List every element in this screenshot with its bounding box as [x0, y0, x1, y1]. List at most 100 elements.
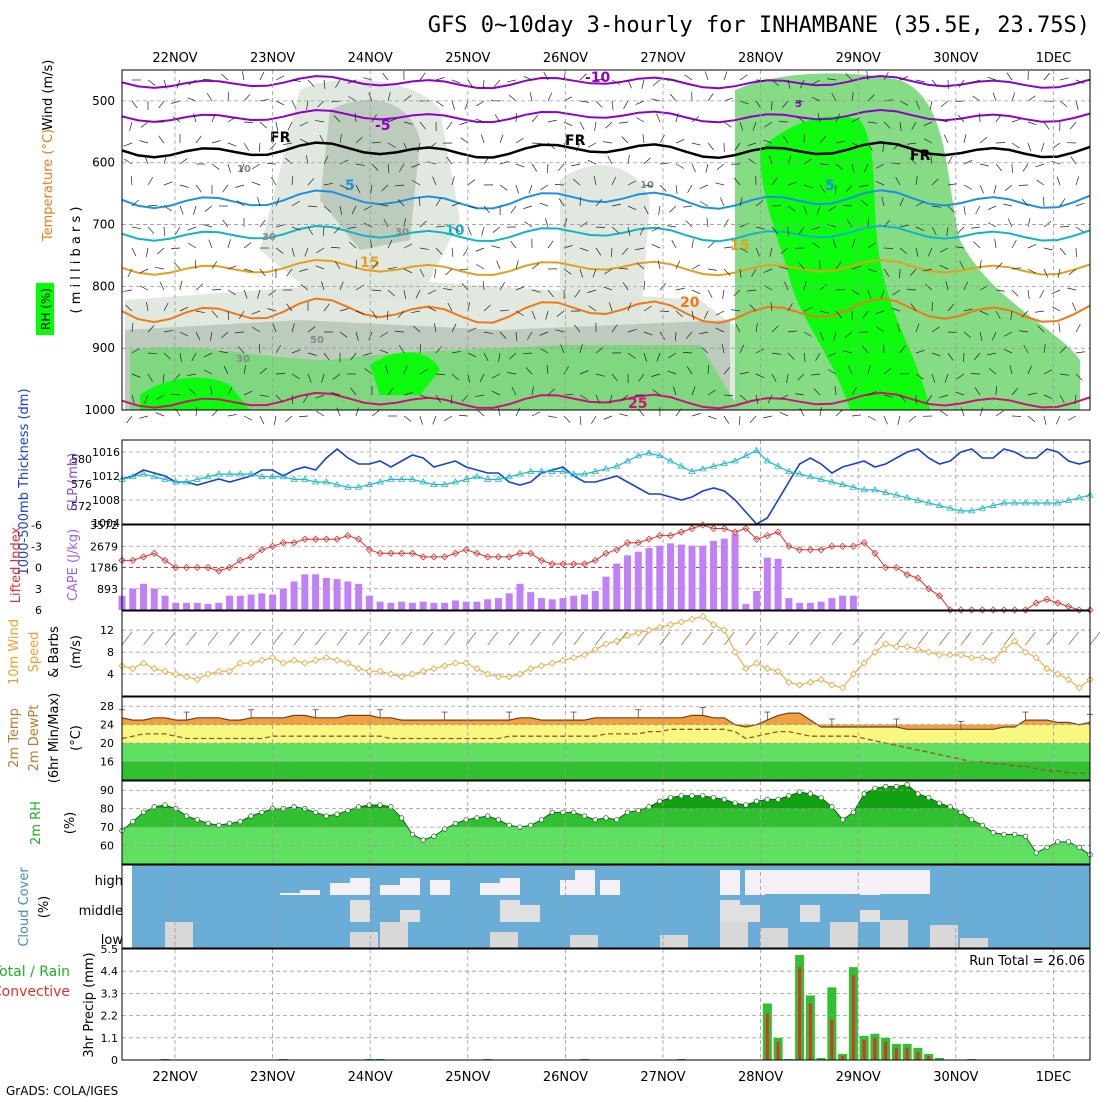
wind-barb — [1059, 346, 1067, 354]
wind-barb — [611, 79, 620, 85]
rh-bright — [370, 352, 440, 395]
cape-bar — [720, 538, 728, 610]
wind-barb — [412, 180, 421, 186]
wind-barb — [515, 137, 524, 144]
wind-barb — [659, 331, 666, 340]
thickness-marker — [989, 501, 997, 509]
wind-barb — [691, 239, 694, 249]
wind-barb — [723, 415, 730, 424]
wind-barb — [1075, 351, 1085, 354]
wind-barb — [335, 79, 341, 88]
wind-speed-marker — [290, 656, 298, 664]
wind-barb — [594, 121, 597, 131]
cape-bar — [806, 602, 814, 610]
wind-barb — [531, 142, 542, 144]
cloud-mid — [860, 910, 880, 922]
wind-barb — [675, 331, 677, 342]
thickness-marker — [1075, 493, 1083, 501]
ylabel-pressure: ( m i l l i b a r s ) — [69, 207, 84, 314]
wind-barb — [675, 310, 684, 318]
wind-barb — [179, 306, 189, 312]
wind-barb — [574, 289, 581, 298]
wind-barb — [291, 176, 294, 186]
wind-barb — [755, 200, 764, 207]
wind-barb — [883, 415, 888, 425]
wind-barb — [899, 247, 908, 255]
panel-frame — [121, 864, 1091, 949]
wind-barb — [1043, 121, 1050, 130]
wind-barb — [609, 394, 613, 404]
wind-barb — [803, 158, 812, 165]
wind-barb — [333, 226, 341, 234]
y-tick: 20 — [100, 737, 114, 750]
rh-marker — [861, 791, 867, 797]
wind-barb — [867, 94, 875, 102]
wind-barb — [595, 394, 600, 404]
wind-barb — [460, 137, 469, 144]
wind-barb — [771, 352, 781, 355]
wind-barb — [755, 247, 760, 257]
wind-barb — [587, 159, 597, 165]
wind-barb — [515, 331, 518, 341]
wind-barb — [450, 394, 453, 404]
y-tick: 28 — [100, 700, 114, 713]
wind-barb — [764, 285, 773, 291]
thickness-marker — [236, 470, 245, 477]
wind-speed-marker — [225, 667, 234, 675]
wind-barb — [1027, 121, 1037, 126]
ylabel-temp-unit: (°C) — [69, 725, 84, 751]
wind-speed-marker — [968, 654, 976, 662]
wind-barb — [1059, 198, 1066, 207]
wind-barb — [451, 176, 455, 186]
wind-barb — [987, 205, 997, 210]
wind-barb — [222, 219, 229, 228]
wind-barb — [435, 373, 445, 376]
wind-barb — [237, 346, 245, 354]
wind-barb — [515, 310, 524, 316]
y-tick-cape: 1786 — [90, 562, 118, 575]
wind-barb — [721, 344, 725, 354]
wind-barb — [451, 247, 454, 257]
wind-barb — [124, 158, 133, 165]
li-marker — [978, 606, 987, 614]
wind-barb — [1003, 203, 1013, 207]
thickness-marker — [795, 470, 804, 477]
contour-label: 5 — [345, 178, 355, 194]
wind-barb — [819, 284, 828, 291]
wind-barb — [347, 226, 357, 230]
thickness-marker — [387, 475, 395, 482]
date-label: 24NOV — [348, 51, 393, 66]
wind-barb — [817, 113, 821, 123]
y-tick-thickness: 572 — [71, 500, 92, 513]
wind-barb — [139, 268, 149, 274]
wind-barb — [827, 223, 837, 228]
wind-barb — [509, 352, 517, 360]
wind-barb — [385, 365, 389, 375]
wind-barb — [315, 631, 326, 646]
wind-barb — [1075, 373, 1083, 381]
wind-speed-marker — [914, 645, 922, 653]
li-marker — [301, 535, 309, 543]
wind-barb — [371, 262, 379, 270]
wind-speed-marker — [441, 662, 449, 670]
wind-speed-marker — [269, 654, 277, 662]
wind-barb — [656, 352, 661, 362]
wind-barb — [704, 71, 709, 81]
wind-barb — [947, 303, 955, 312]
wind-barb — [707, 364, 709, 375]
wind-barb — [401, 631, 412, 646]
wind-barb — [751, 268, 757, 277]
wind-barb — [723, 366, 731, 375]
wind-barb — [1021, 198, 1029, 207]
li-marker — [817, 546, 825, 554]
wind-barb — [145, 247, 149, 257]
wind-barb — [675, 287, 685, 291]
thickness-marker — [591, 467, 599, 474]
li-marker — [570, 560, 578, 568]
wind-barb — [643, 157, 651, 165]
wind-barb — [652, 389, 661, 396]
wind-barb — [302, 394, 309, 403]
wind-barb — [899, 224, 909, 228]
